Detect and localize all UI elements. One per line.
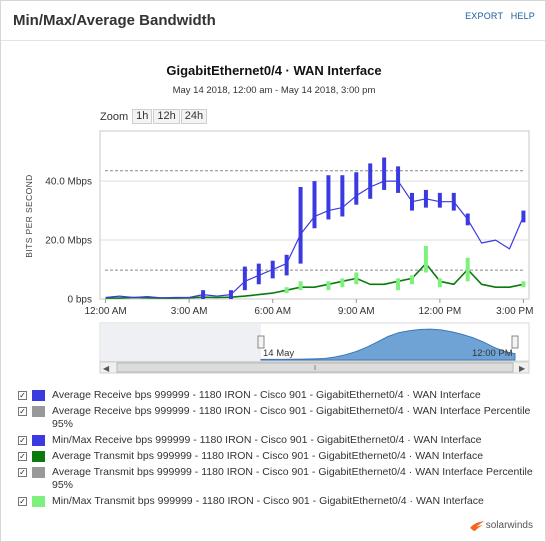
navigator-handle-left[interactable]	[257, 335, 265, 349]
y-tick-label: 40.0 Mbps	[45, 177, 92, 188]
x-tick-label: 12:00 PM	[418, 306, 461, 317]
y-tick-label: 20.0 Mbps	[45, 236, 92, 247]
x-tick-label: 3:00 PM	[496, 306, 533, 317]
header-actions: EXPORT HELP	[460, 11, 535, 21]
minmax-receive-bar	[521, 210, 526, 223]
minmax-transmit-bar	[437, 278, 442, 288]
legend-checkbox[interactable]: ✓	[18, 407, 27, 416]
minmax-receive-bar	[326, 175, 331, 220]
legend-swatch	[32, 406, 45, 417]
minmax-receive-bar	[270, 260, 275, 279]
legend-swatch	[32, 451, 45, 462]
legend-checkbox[interactable]: ✓	[18, 391, 27, 400]
minmax-receive-bar	[242, 266, 247, 291]
minmax-receive-bar	[423, 189, 428, 208]
minmax-receive-bar	[382, 157, 387, 190]
legend-item[interactable]: ✓ Min/Max Receive bps 999999 - 1180 IRON …	[18, 434, 538, 447]
x-tick-label: 9:00 AM	[338, 306, 375, 317]
zoom-24h-button[interactable]: 24h	[180, 109, 208, 124]
panel-title: Min/Max/Average Bandwidth	[13, 12, 216, 29]
minmax-transmit-bar	[354, 272, 359, 285]
minmax-receive-bar	[368, 163, 373, 199]
minmax-transmit-bar	[340, 278, 345, 288]
legend-checkbox[interactable]: ✓	[18, 468, 27, 477]
legend: ✓ Average Receive bps 999999 - 1180 IRON …	[18, 389, 538, 511]
x-tick-label: 12:00 AM	[84, 306, 126, 317]
minmax-receive-bar	[451, 192, 456, 211]
navigator-area	[260, 328, 516, 361]
legend-item[interactable]: ✓ Min/Max Transmit bps 999999 - 1180 IRON…	[18, 495, 538, 508]
legend-swatch	[32, 496, 45, 507]
legend-label: Average Receive bps 999999 - 1180 IRON -…	[52, 389, 481, 401]
legend-swatch	[32, 390, 45, 401]
minmax-transmit-bar	[396, 278, 401, 291]
solarwinds-bird-icon	[469, 520, 484, 531]
minmax-receive-bar	[284, 254, 289, 276]
x-tick-label: 3:00 AM	[171, 306, 208, 317]
legend-item[interactable]: ✓ Average Transmit bps 999999 - 1180 IRON…	[18, 450, 538, 463]
minmax-receive-bar	[298, 187, 303, 264]
bandwidth-chart: BITS PER SECOND 0 bps 20.0 Mbps 40.0 Mbps 1…	[24, 130, 533, 374]
minmax-transmit-bar	[521, 281, 526, 288]
minmax-receive-bar	[354, 172, 359, 205]
navigator[interactable]: 14 May 12:00 PM ◀ ▶	[99, 322, 530, 374]
legend-item[interactable]: ✓ Average Receive bps 999999 - 1180 IRON …	[18, 389, 538, 402]
minmax-receive-bar	[201, 290, 206, 299]
legend-label: Average Receive bps 999999 - 1180 IRON -…	[52, 405, 531, 430]
minmax-receive-bar	[465, 213, 470, 226]
minmax-receive-bar	[340, 175, 345, 217]
legend-swatch	[32, 435, 45, 446]
help-link[interactable]: HELP	[510, 11, 535, 21]
brand-name: solarwinds	[485, 520, 533, 531]
navigator-mask-left	[101, 324, 261, 361]
chart-subtitle: May 14 2018, 12:00 am - May 14 2018, 3:0…	[172, 85, 376, 96]
scroll-right-arrow-icon[interactable]: ▶	[519, 364, 526, 373]
scroll-left-arrow-icon[interactable]: ◀	[103, 364, 110, 373]
panel-header: Min/Max/Average Bandwidth EXPORT HELP	[1, 1, 545, 41]
zoom-controls: Zoom 1h 12h 24h	[100, 109, 208, 124]
legend-label: Average Transmit bps 999999 - 1180 IRON …	[52, 466, 533, 491]
minmax-transmit-bar	[410, 275, 414, 285]
legend-checkbox[interactable]: ✓	[18, 452, 27, 461]
minmax-receive-bar	[410, 192, 414, 211]
minmax-transmit-bar	[465, 257, 470, 282]
minmax-receive-bar	[396, 166, 401, 193]
minmax-receive-bar	[437, 192, 442, 208]
navigator-date-label: 14 May	[263, 348, 294, 359]
y-axis-label: BITS PER SECOND	[24, 174, 34, 257]
legend-swatch	[32, 467, 45, 478]
zoom-label: Zoom	[100, 110, 129, 123]
legend-label: Min/Max Transmit bps 999999 - 1180 IRON …	[52, 495, 484, 507]
minmax-transmit-bar	[284, 287, 289, 294]
legend-item[interactable]: ✓ Average Transmit bps 999999 - 1180 IRON…	[18, 466, 538, 492]
minmax-transmit-bar	[326, 281, 331, 291]
axis-layer: 0 bps 20.0 Mbps 40.0 Mbps 12:00 AM 3:00 AM 6:…	[45, 177, 533, 317]
minmax-transmit-bar	[423, 245, 428, 273]
zoom-1h-button[interactable]: 1h	[132, 109, 153, 124]
navigator-time-label: 12:00 PM	[472, 348, 513, 359]
legend-label: Average Transmit bps 999999 - 1180 IRON …	[52, 450, 484, 462]
minmax-receive-bar	[256, 263, 261, 285]
chart-title: GigabitEthernet0/4 · WAN Interface	[166, 63, 382, 78]
x-tick-label: 6:00 AM	[254, 306, 291, 317]
minmax-receive-bar	[228, 290, 233, 299]
navigator-handle-right[interactable]	[511, 335, 519, 349]
legend-item[interactable]: ✓ Average Receive bps 999999 - 1180 IRON …	[18, 405, 538, 431]
minmax-transmit-bar	[298, 281, 303, 291]
y-tick-label: 0 bps	[68, 295, 92, 306]
plot-layer	[105, 157, 526, 299]
legend-checkbox[interactable]: ✓	[18, 436, 27, 445]
zoom-12h-button[interactable]: 12h	[153, 109, 180, 124]
legend-label: Min/Max Receive bps 999999 - 1180 IRON -…	[52, 434, 482, 446]
export-link[interactable]: EXPORT	[465, 11, 503, 21]
minmax-receive-bar	[312, 181, 317, 229]
legend-checkbox[interactable]: ✓	[18, 497, 27, 506]
brand-logo: solarwinds	[469, 520, 533, 531]
